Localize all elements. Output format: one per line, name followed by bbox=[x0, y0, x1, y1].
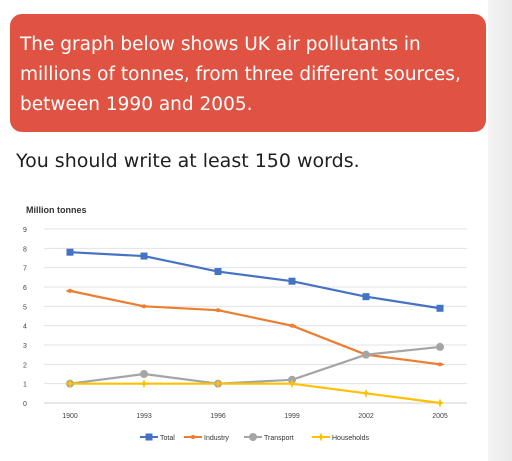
legend-label: Transport bbox=[264, 435, 294, 442]
prompt-text: The graph below shows UK air pollutants … bbox=[20, 34, 461, 115]
x-tick-label: 2002 bbox=[358, 413, 374, 420]
transport-data-point bbox=[436, 342, 444, 351]
series-markers bbox=[65, 248, 445, 408]
scrollbar-track bbox=[488, 0, 512, 461]
legend-item-households: Households bbox=[312, 432, 369, 442]
total-data-point bbox=[140, 252, 148, 260]
y-tick-labels: 0 1 2 3 4 5 6 7 8 9 bbox=[23, 227, 27, 408]
industry-data-point bbox=[213, 308, 223, 313]
total-data-point bbox=[214, 268, 222, 276]
total-data-point bbox=[66, 248, 74, 256]
y-tick-label: 1 bbox=[23, 382, 27, 389]
y-tick-label: 0 bbox=[23, 401, 27, 408]
transport-series-line bbox=[69, 345, 441, 385]
legend-label: Industry bbox=[204, 435, 229, 442]
households-data-point bbox=[139, 379, 149, 389]
y-tick-label: 2 bbox=[23, 362, 27, 369]
legend-swatch-marker bbox=[316, 432, 326, 442]
households-series-line bbox=[70, 382, 441, 405]
total-data-point bbox=[362, 293, 370, 301]
x-tick-label: 2005 bbox=[432, 413, 448, 420]
y-tick-label: 3 bbox=[23, 343, 27, 350]
households-data-point bbox=[65, 379, 75, 389]
households-data-point bbox=[287, 379, 297, 389]
legend-item-total: Total bbox=[140, 433, 175, 442]
y-tick-label: 8 bbox=[23, 246, 27, 253]
y-tick-label: 6 bbox=[23, 285, 27, 292]
y-axis-label: Million tonnes bbox=[26, 205, 87, 215]
total-data-point bbox=[288, 277, 296, 285]
households-data-point bbox=[213, 379, 223, 389]
word-count-instruction: You should write at least 150 words. bbox=[16, 150, 360, 172]
series-lines bbox=[69, 251, 441, 405]
industry-data-point bbox=[435, 362, 445, 367]
total-series-line bbox=[69, 251, 441, 310]
legend-swatch-marker bbox=[249, 433, 257, 441]
legend-label: Total bbox=[160, 435, 175, 442]
y-tick-label: 7 bbox=[23, 266, 27, 273]
legend-item-transport: Transport bbox=[244, 433, 294, 442]
y-tick-label: 4 bbox=[23, 324, 27, 331]
legend-swatch-marker bbox=[145, 433, 153, 441]
prompt-card: The graph below shows UK air pollutants … bbox=[10, 14, 486, 132]
chart-legend: Total Industry Transport Households bbox=[140, 432, 369, 442]
y-tick-label: 5 bbox=[23, 304, 27, 311]
x-tick-label: 1999 bbox=[284, 413, 300, 420]
legend-label: Households bbox=[332, 435, 369, 442]
legend-swatch-marker bbox=[188, 434, 198, 440]
x-tick-label: 1900 bbox=[62, 413, 78, 420]
industry-data-point bbox=[65, 288, 75, 294]
industry-data-point bbox=[139, 304, 149, 309]
households-data-point bbox=[435, 398, 445, 408]
industry-series-line bbox=[69, 289, 441, 366]
x-tick-labels: 1900 1993 1996 1999 2002 2005 bbox=[62, 413, 448, 420]
x-tick-label: 1996 bbox=[210, 413, 226, 420]
total-data-point bbox=[436, 304, 444, 312]
transport-data-point bbox=[140, 370, 148, 378]
x-tick-label: 1993 bbox=[136, 413, 152, 420]
households-data-point bbox=[361, 388, 371, 398]
y-tick-label: 9 bbox=[23, 227, 27, 234]
legend-item-industry: Industry bbox=[184, 434, 229, 442]
transport-data-point bbox=[362, 350, 370, 359]
industry-data-point bbox=[287, 323, 297, 328]
